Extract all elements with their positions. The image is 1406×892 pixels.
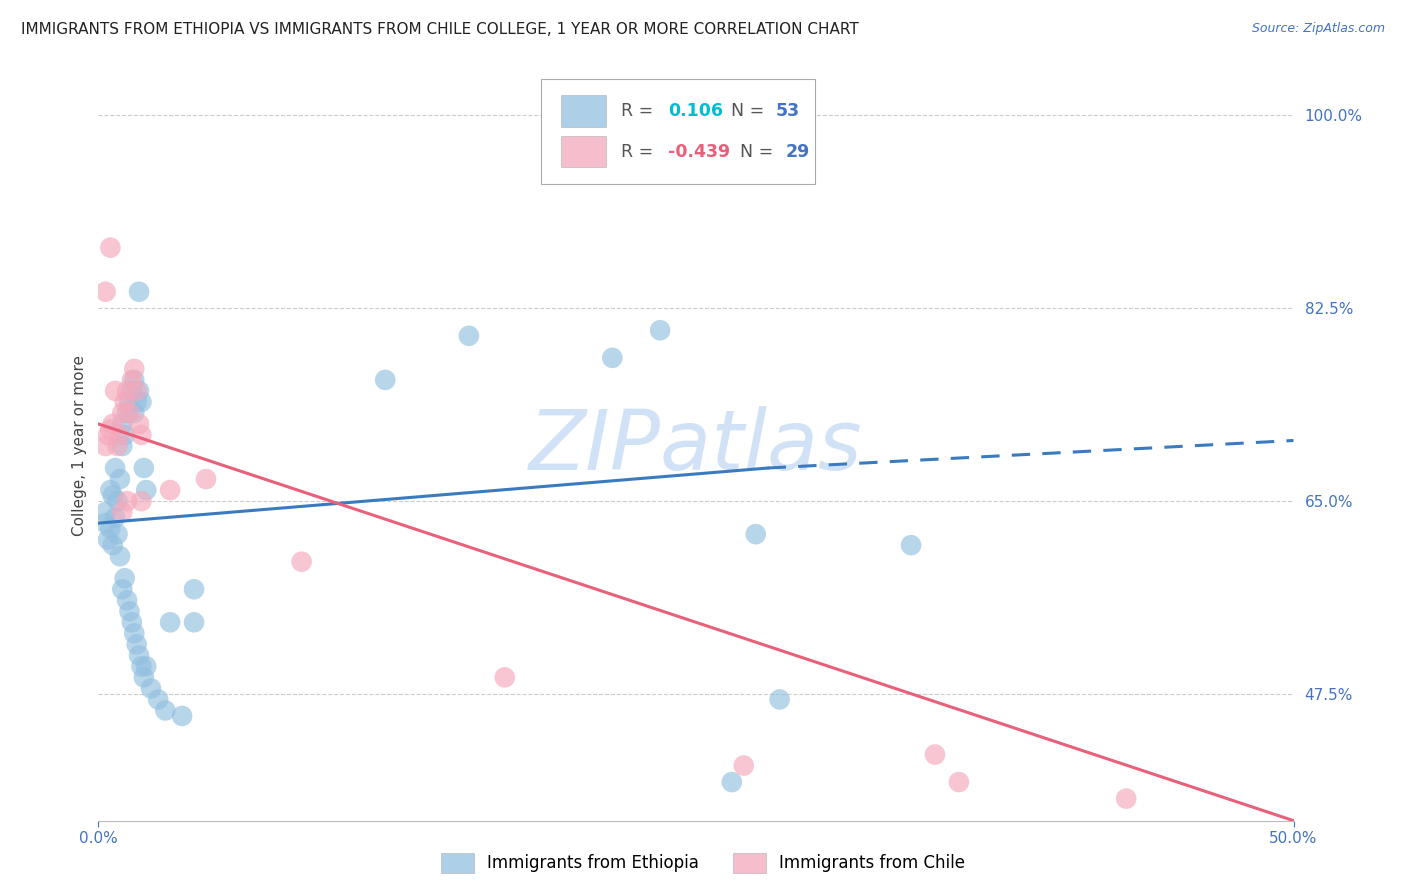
Point [900,538,922,552]
Text: -0.439: -0.439 [668,143,731,161]
Point [494,670,516,684]
Point [128,417,150,431]
Point [118,395,141,409]
Text: N =: N = [731,102,769,120]
Point [124,373,146,387]
Point [125,637,148,651]
Point [458,328,481,343]
Text: IMMIGRANTS FROM ETHIOPIA VS IMMIGRANTS FROM CHILE COLLEGE, 1 YEAR OR MORE CORREL: IMMIGRANTS FROM ETHIOPIA VS IMMIGRANTS F… [21,22,859,37]
Point [98,422,122,436]
Point [648,323,672,337]
Point [148,692,170,706]
Point [131,395,153,409]
Point [135,483,157,497]
Point [128,384,150,398]
Point [155,703,177,717]
Point [107,439,129,453]
Text: R =: R = [620,102,658,120]
Point [101,489,124,503]
FancyBboxPatch shape [561,95,606,127]
Point [104,461,127,475]
Point [114,428,136,442]
Text: N =: N = [740,143,779,161]
Point [124,362,146,376]
Text: 53: 53 [776,102,800,120]
Point [131,428,153,442]
Point [135,659,157,673]
Point [132,670,155,684]
Point [131,494,153,508]
Point [118,604,141,618]
Point [1115,791,1137,805]
Point [98,522,122,536]
Point [111,505,134,519]
Point [97,428,120,442]
Point [159,483,181,497]
Point [94,439,117,453]
FancyBboxPatch shape [561,136,606,168]
Point [721,775,744,789]
Point [139,681,162,696]
Point [101,417,124,431]
Point [107,494,129,508]
Point [121,384,143,398]
Point [94,516,117,530]
Point [98,483,122,497]
Point [115,406,138,420]
Point [125,395,148,409]
Point [768,692,790,706]
Point [101,538,124,552]
Point [114,395,136,409]
Point [195,472,218,486]
Point [108,549,131,564]
Point [111,439,134,453]
Point [104,384,127,398]
Point [602,351,624,365]
Point [107,527,129,541]
Point [924,747,946,762]
Point [183,582,205,597]
Point [114,571,136,585]
FancyBboxPatch shape [541,78,815,184]
Point [124,626,146,640]
Point [128,285,150,299]
Text: 29: 29 [786,143,810,161]
Point [291,555,314,569]
Point [121,373,143,387]
Point [115,494,138,508]
Point [172,709,194,723]
Point [118,406,141,420]
Point [374,373,396,387]
Point [94,505,117,519]
Point [121,615,143,630]
Point [111,406,134,420]
Point [159,615,181,630]
Point [108,428,131,442]
Text: R =: R = [620,143,658,161]
Point [125,384,148,398]
Point [111,582,134,597]
Point [733,758,755,772]
Point [131,659,153,673]
Point [111,417,134,431]
Point [94,285,117,299]
Point [745,527,768,541]
Y-axis label: College, 1 year or more: College, 1 year or more [72,356,87,536]
Point [97,533,120,547]
Point [948,775,970,789]
Point [128,648,150,663]
Point [108,472,131,486]
Point [115,593,138,607]
Point [183,615,205,630]
Point [132,461,155,475]
Text: ZIPatlas: ZIPatlas [529,406,863,486]
Point [98,241,122,255]
Point [115,384,138,398]
Text: 0.106: 0.106 [668,102,724,120]
Point [104,510,127,524]
Text: Source: ZipAtlas.com: Source: ZipAtlas.com [1251,22,1385,36]
Legend: Immigrants from Ethiopia, Immigrants from Chile: Immigrants from Ethiopia, Immigrants fro… [434,847,972,880]
Point [124,406,146,420]
